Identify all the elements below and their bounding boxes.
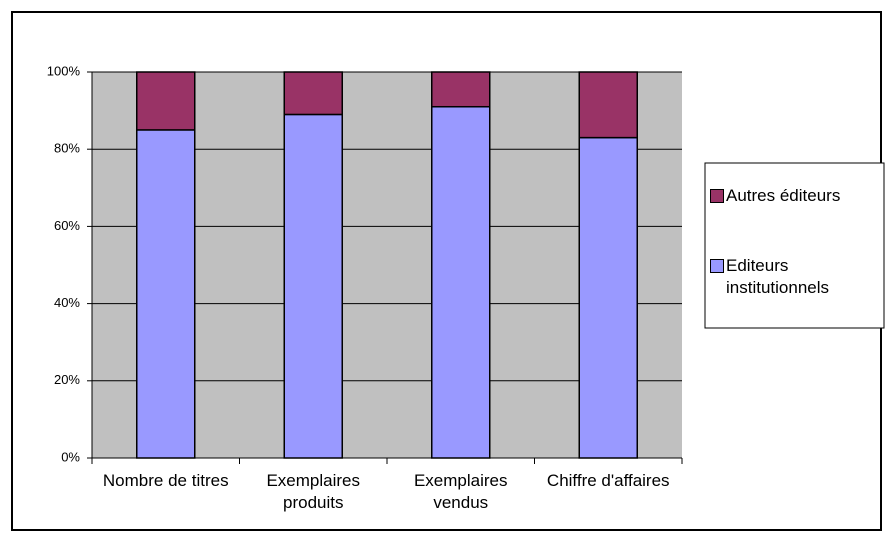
y-tick-label: 100% [47, 63, 81, 78]
bar-segment [431, 71, 491, 108]
x-tick-label: Chiffre d'affaires [546, 471, 670, 490]
legend-swatch [710, 189, 724, 203]
y-tick-label: 40% [54, 295, 80, 310]
legend-label: Editeurs institutionnels [726, 256, 830, 297]
y-tick-label: 20% [54, 372, 80, 387]
x-tick-label: Exemplaires produits [266, 471, 361, 512]
bar-segment [431, 105, 491, 459]
y-tick-label: 60% [54, 218, 80, 233]
bar-segment [578, 136, 638, 459]
legend-label: Autres éditeurs [726, 186, 841, 205]
bar-segment [283, 113, 343, 459]
bar-segment [578, 71, 638, 139]
y-tick-label: 0% [61, 449, 80, 464]
bar-segment [136, 129, 196, 459]
x-tick-label: Exemplaires vendus [413, 471, 508, 512]
legend-swatch [710, 259, 724, 273]
bar-segment [136, 71, 196, 131]
x-tick-label: Nombre de titres [102, 471, 229, 490]
y-tick-label: 80% [54, 141, 80, 156]
bar-segment [283, 71, 343, 116]
legend-box [704, 162, 885, 329]
